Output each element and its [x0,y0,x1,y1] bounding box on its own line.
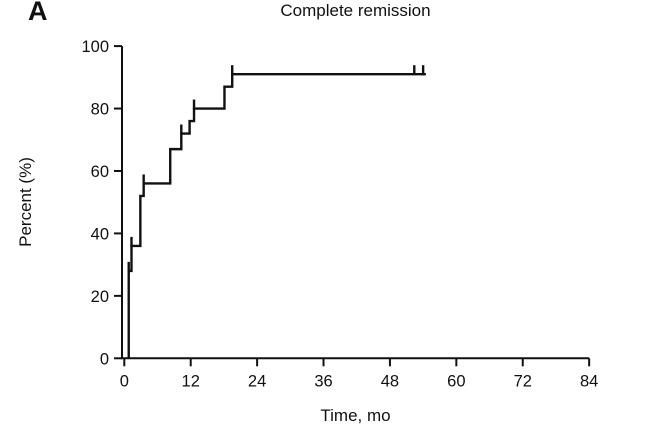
x-tick-label: 72 [514,372,532,390]
y-tick-label: 40 [91,225,109,243]
x-tick-label: 0 [120,372,129,390]
x-tick-label: 84 [580,372,598,390]
x-tick-label: 60 [447,372,465,390]
chart-title: Complete remission [280,1,431,20]
x-tick-label: 36 [314,372,332,390]
x-tick-label: 24 [248,372,266,390]
y-tick-label: 0 [100,350,109,368]
panel-label: A [28,0,48,26]
y-tick-label: 20 [91,288,109,306]
km-step-curve [127,72,426,359]
x-tick-label: 48 [381,372,399,390]
y-tick-label: 100 [81,38,109,56]
y-tick-label: 60 [91,163,109,181]
axis-lines [121,46,590,360]
x-axis-title: Time, mo [320,406,391,425]
y-tick-label: 80 [91,101,109,119]
x-tick-label: 12 [182,372,200,390]
